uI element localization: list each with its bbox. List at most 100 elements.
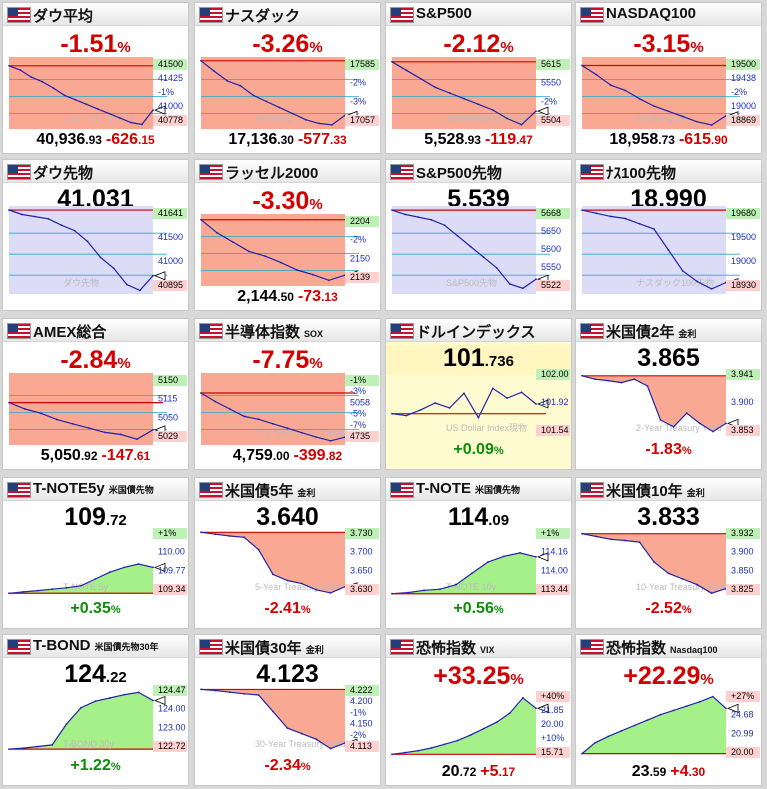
market-card[interactable]: 恐怖指数 Nasdaq100 +22.29% +27% 24.68 20.99 20.00 2… xyxy=(575,634,762,786)
headline-value: -2.12% xyxy=(386,31,571,61)
data-point xyxy=(137,563,140,565)
axis-label: 5150 xyxy=(158,375,178,385)
market-card[interactable]: T-NOTE 米国債先物 114.09 T-NOTE 10y +1% 114.16 114.… xyxy=(385,477,572,629)
market-card[interactable]: NASDAQ100 -3.15% NASDAQ100 19500 19438 -2% 190… xyxy=(575,2,762,154)
data-point xyxy=(8,401,10,404)
axis-label-box xyxy=(153,741,187,752)
market-card[interactable]: 米国債10年 金利 3.833 10-Year Treasury Yield 3.932… xyxy=(575,477,762,629)
axis-label: 41000 xyxy=(158,101,183,111)
axis-label-box xyxy=(726,528,760,539)
data-point xyxy=(391,209,393,211)
headline-value: +22.29% xyxy=(576,663,761,693)
percent-change-unit: % xyxy=(300,761,311,773)
axis-label: 17585 xyxy=(350,59,375,69)
data-point xyxy=(443,743,446,746)
data-point xyxy=(659,419,662,421)
axis-label: 101.92 xyxy=(541,397,569,407)
headline-percent-unit: % xyxy=(500,39,514,56)
axis-label-box xyxy=(345,375,379,386)
market-card[interactable]: 米国債2年 金利 3.865 2-Year Treasury Yield 3.941 3.… xyxy=(575,318,762,470)
card-title: ラッセル2000 xyxy=(225,162,318,183)
price-line xyxy=(200,219,346,281)
market-card[interactable]: ﾅｽ100先物 18,990 ナスダック100先物 19680 19500 19000 18… xyxy=(575,159,762,311)
data-point xyxy=(8,592,10,595)
data-point xyxy=(36,589,39,592)
market-card[interactable]: AMEX総合 -2.84% 5150 5115 5050 5029 5,050.92 -147… xyxy=(2,318,189,470)
percent-change: +0.35 xyxy=(70,600,111,617)
last-price-marker xyxy=(536,552,549,562)
data-point xyxy=(710,592,713,595)
data-point xyxy=(581,209,583,211)
market-card[interactable]: 半導体指数 SOX -7.75% フィラデルフィア半導体 -1% -3% 5058 -5% -7… xyxy=(194,318,381,470)
axis-label: 20.00 xyxy=(731,747,754,757)
price-line xyxy=(8,65,154,126)
axis-label: -5% xyxy=(350,409,366,419)
chart-fill xyxy=(392,552,536,594)
card-title-text: ラッセル2000 xyxy=(225,165,319,182)
data-point xyxy=(503,555,505,558)
axis-label: 3.900 xyxy=(731,397,754,407)
axis-label: 110.00 xyxy=(158,547,185,557)
axis-label: 3.650 xyxy=(350,565,373,575)
market-card[interactable]: 米国債30年 金利 4.123 30-Year Treasury Yield 4.222… xyxy=(194,634,381,786)
data-point xyxy=(213,70,215,72)
data-point xyxy=(434,402,437,404)
net-change-decimal: .33 xyxy=(329,133,347,147)
market-card[interactable]: 恐怖指数 VIX +33.25% +40% 21.85 20.00 +10% 15.71 20.… xyxy=(385,634,572,786)
axis-label-box xyxy=(345,59,379,70)
card-header: 米国債2年 金利 xyxy=(576,319,761,342)
market-card[interactable]: T-BOND 米国債先物30年 124.22 T-BOND 30y 124.47 124.… xyxy=(2,634,189,786)
last-price-marker xyxy=(536,106,549,116)
data-point xyxy=(443,224,446,226)
us-flag-icon xyxy=(580,639,604,655)
percent-change-unit: % xyxy=(493,445,504,457)
headline-value: 101.736 xyxy=(386,345,571,375)
price-chart: ニューヨークダウ 41500 41425 -1% 41000 40778 xyxy=(8,57,187,129)
data-point xyxy=(624,539,627,542)
percent-change: -2.52 xyxy=(645,600,682,617)
data-point xyxy=(30,76,33,78)
data-point xyxy=(469,734,472,736)
data-point xyxy=(228,535,231,537)
headline-price: 4.123 xyxy=(256,660,319,688)
card-title: ダウ平均 xyxy=(33,5,93,26)
data-point xyxy=(696,280,699,283)
market-card[interactable]: ラッセル2000 -3.30% 2204 -2% 2150 2139 2,144.50 -73… xyxy=(194,159,381,311)
market-card[interactable]: ドルインデックス 101.736 US Dollar Index現物 102.00 10… xyxy=(385,318,572,470)
data-point xyxy=(108,571,111,574)
headline-value: 109.72 xyxy=(3,504,188,534)
market-card[interactable]: ダウ先物 41,031 ダウ先物 41641 41500 41000 40895 xyxy=(2,159,189,311)
market-card[interactable]: ダウ平均 -1.51% ニューヨークダウ 41500 41425 -1% 41000 4077… xyxy=(2,2,189,154)
last-price: 4,759 xyxy=(232,447,273,464)
data-point xyxy=(94,578,97,580)
us-flag-icon xyxy=(580,323,604,339)
market-card[interactable]: S&P500 -2.12% Standard&Poor's 500 5615 5550 -… xyxy=(385,2,572,154)
last-price-decimal: .59 xyxy=(649,765,667,779)
card-title-text: 米国債10年 xyxy=(606,483,683,500)
data-point xyxy=(653,105,655,107)
data-point xyxy=(8,209,10,211)
headline-percent: +33.25 xyxy=(433,662,511,690)
data-point xyxy=(667,572,670,575)
axis-label: 41641 xyxy=(158,208,183,218)
headline-percent: -2.12 xyxy=(443,30,501,58)
us-flag-icon xyxy=(580,7,604,23)
market-card[interactable]: S&P500先物 5,539 S&P500先物 5668 5650 5600 5550 552… xyxy=(385,159,572,311)
card-title-text: AMEX総合 xyxy=(33,324,107,341)
axis-label: +27% xyxy=(731,691,754,701)
data-point xyxy=(482,727,485,730)
card-title-text: S&P500先物 xyxy=(416,165,502,182)
data-point xyxy=(152,566,154,569)
data-point xyxy=(252,94,255,97)
headline-percent: -3.26 xyxy=(252,30,310,58)
market-card[interactable]: T-NOTE5y 米国債先物 109.72 T-NOTE 5y +1% 110.00 109… xyxy=(2,477,189,629)
chart-fill xyxy=(392,697,536,755)
market-card[interactable]: ナスダック -3.26% NASDAQ 17585 -2% -3% 17057 17,136.… xyxy=(194,2,381,154)
data-point xyxy=(685,412,688,415)
data-point xyxy=(391,60,393,63)
card-header: S&P500 xyxy=(386,3,571,26)
data-point xyxy=(300,431,303,434)
market-card[interactable]: 米国債5年 金利 3.640 5-Year Treasury Yield 3.730 3.… xyxy=(194,477,381,629)
data-point xyxy=(463,97,465,100)
bottom-summary: +1.22% xyxy=(3,757,188,775)
